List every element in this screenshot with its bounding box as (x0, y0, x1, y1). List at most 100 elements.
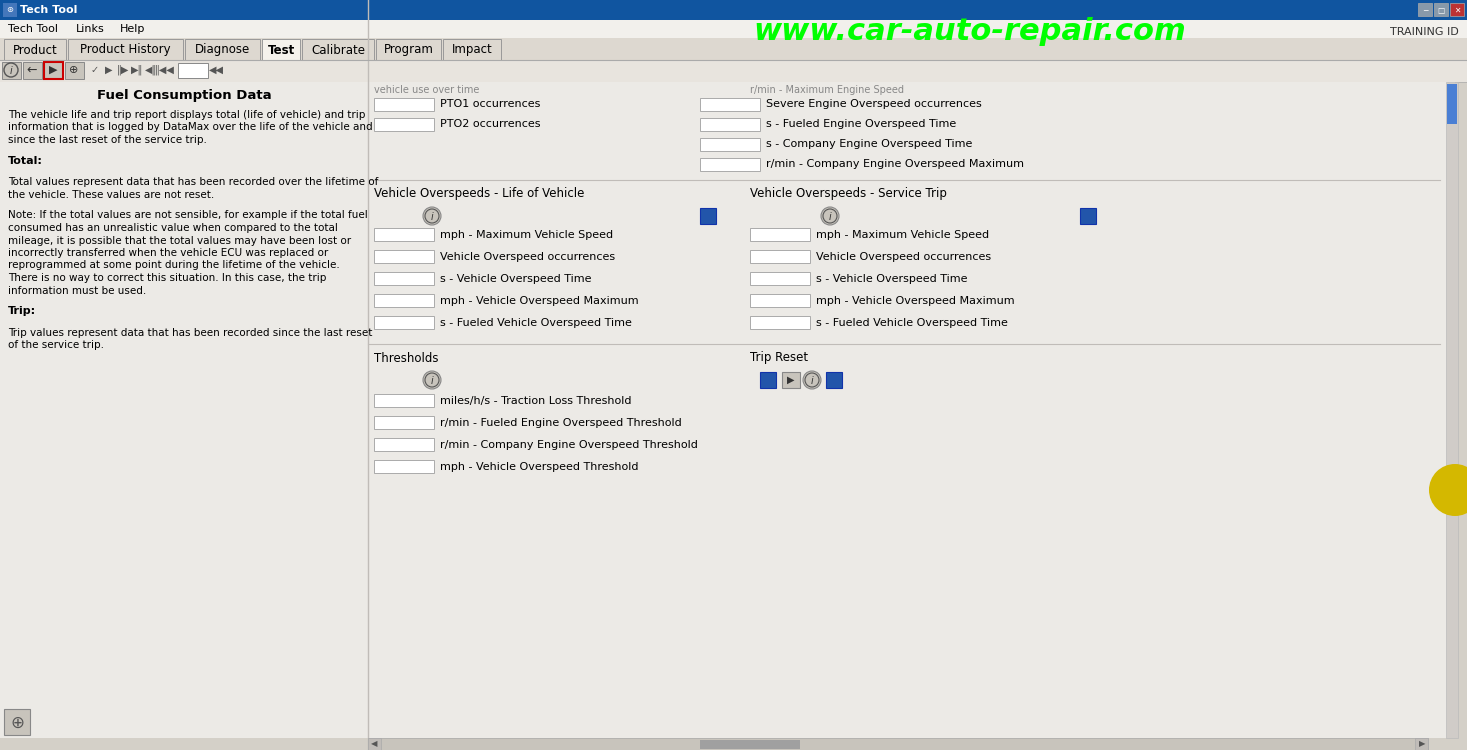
FancyBboxPatch shape (67, 39, 183, 60)
FancyBboxPatch shape (0, 82, 368, 738)
Circle shape (422, 207, 442, 225)
Text: ▶‖: ▶‖ (131, 64, 144, 75)
FancyBboxPatch shape (178, 63, 208, 78)
FancyBboxPatch shape (4, 39, 66, 60)
FancyBboxPatch shape (750, 250, 810, 263)
FancyBboxPatch shape (782, 372, 800, 388)
Circle shape (802, 371, 822, 389)
FancyBboxPatch shape (750, 272, 810, 285)
Text: mph - Maximum Vehicle Speed: mph - Maximum Vehicle Speed (440, 230, 613, 240)
FancyBboxPatch shape (44, 62, 63, 79)
FancyBboxPatch shape (185, 39, 260, 60)
Text: information must be used.: information must be used. (7, 286, 147, 296)
FancyBboxPatch shape (750, 294, 810, 307)
Text: incorrectly transferred when the vehicle ECU was replaced or: incorrectly transferred when the vehicle… (7, 248, 329, 258)
FancyBboxPatch shape (700, 740, 800, 749)
Text: Help: Help (120, 24, 145, 34)
Text: ▶: ▶ (106, 65, 113, 75)
Text: Severe Engine Overspeed occurrences: Severe Engine Overspeed occurrences (766, 99, 981, 109)
Text: ▶: ▶ (1419, 740, 1426, 748)
Text: i: i (10, 66, 12, 76)
Text: Trip Reset: Trip Reset (750, 352, 808, 364)
Circle shape (822, 207, 839, 225)
Text: Program: Program (383, 44, 433, 56)
FancyBboxPatch shape (1, 62, 21, 79)
FancyBboxPatch shape (374, 228, 434, 241)
Text: ▶: ▶ (48, 65, 57, 75)
Text: ◀: ◀ (371, 740, 377, 748)
FancyBboxPatch shape (374, 118, 434, 131)
Text: ‖◀◀: ‖◀◀ (156, 64, 175, 75)
Text: PTO1 occurrences: PTO1 occurrences (440, 99, 540, 109)
FancyBboxPatch shape (302, 39, 374, 60)
FancyBboxPatch shape (374, 438, 434, 451)
Text: Thresholds: Thresholds (374, 352, 439, 364)
Text: information that is logged by DataMax over the life of the vehicle and: information that is logged by DataMax ov… (7, 122, 373, 133)
Text: Vehicle Overspeeds - Life of Vehicle: Vehicle Overspeeds - Life of Vehicle (374, 188, 584, 200)
Text: ⊕: ⊕ (69, 65, 79, 75)
Text: the vehicle. These values are not reset.: the vehicle. These values are not reset. (7, 190, 214, 200)
Text: Vehicle Overspeed occurrences: Vehicle Overspeed occurrences (816, 252, 992, 262)
Text: i: i (811, 376, 813, 386)
Text: ⊛: ⊛ (6, 5, 13, 14)
FancyBboxPatch shape (374, 416, 434, 429)
Text: s - Fueled Vehicle Overspeed Time: s - Fueled Vehicle Overspeed Time (440, 318, 632, 328)
FancyBboxPatch shape (368, 82, 1444, 738)
FancyBboxPatch shape (374, 272, 434, 285)
Text: Tech Tool: Tech Tool (7, 24, 59, 34)
Text: Vehicle Overspeed occurrences: Vehicle Overspeed occurrences (440, 252, 615, 262)
FancyBboxPatch shape (1080, 208, 1096, 224)
FancyBboxPatch shape (376, 39, 442, 60)
FancyBboxPatch shape (1446, 82, 1458, 738)
Text: s - Company Engine Overspeed Time: s - Company Engine Overspeed Time (766, 139, 973, 149)
Text: r/min - Maximum Engine Speed: r/min - Maximum Engine Speed (750, 85, 904, 95)
FancyBboxPatch shape (374, 250, 434, 263)
Text: Note: If the total values are not sensible, for example if the total fuel: Note: If the total values are not sensib… (7, 211, 368, 220)
Text: Tech Tool: Tech Tool (21, 5, 78, 15)
FancyBboxPatch shape (700, 208, 716, 224)
Text: s - Fueled Engine Overspeed Time: s - Fueled Engine Overspeed Time (766, 119, 956, 129)
FancyBboxPatch shape (4, 709, 29, 735)
Text: ▶: ▶ (788, 375, 795, 385)
Text: ⊕: ⊕ (10, 714, 23, 732)
Text: vehicle use over time: vehicle use over time (374, 85, 480, 95)
Text: mph - Vehicle Overspeed Maximum: mph - Vehicle Overspeed Maximum (816, 296, 1015, 306)
Text: mileage, it is possible that the total values may have been lost or: mileage, it is possible that the total v… (7, 236, 351, 245)
FancyBboxPatch shape (0, 20, 1467, 38)
FancyBboxPatch shape (700, 118, 760, 131)
Text: Links: Links (76, 24, 104, 34)
Text: □: □ (1438, 5, 1445, 14)
FancyBboxPatch shape (374, 294, 434, 307)
FancyBboxPatch shape (374, 98, 434, 111)
Text: ✕: ✕ (1454, 5, 1460, 14)
FancyBboxPatch shape (0, 38, 1467, 60)
Text: s - Vehicle Overspeed Time: s - Vehicle Overspeed Time (440, 274, 591, 284)
FancyBboxPatch shape (374, 316, 434, 329)
Text: mph - Maximum Vehicle Speed: mph - Maximum Vehicle Speed (816, 230, 989, 240)
FancyBboxPatch shape (1446, 84, 1457, 124)
Text: Total values represent data that has been recorded over the lifetime of: Total values represent data that has bee… (7, 177, 378, 187)
FancyBboxPatch shape (700, 158, 760, 171)
Circle shape (422, 371, 442, 389)
Text: PTO2 occurrences: PTO2 occurrences (440, 119, 540, 129)
Text: Calibrate: Calibrate (311, 44, 365, 56)
FancyBboxPatch shape (65, 62, 84, 79)
Text: Trip values represent data that has been recorded since the last reset: Trip values represent data that has been… (7, 328, 373, 338)
Text: ‖▶: ‖▶ (117, 64, 129, 75)
Text: i: i (431, 376, 433, 386)
Text: miles/h/s - Traction Loss Threshold: miles/h/s - Traction Loss Threshold (440, 396, 631, 406)
FancyBboxPatch shape (700, 98, 760, 111)
Text: i: i (431, 212, 433, 222)
Text: Fuel Consumption Data: Fuel Consumption Data (97, 89, 271, 103)
Text: There is no way to correct this situation. In this case, the trip: There is no way to correct this situatio… (7, 273, 326, 283)
FancyBboxPatch shape (374, 460, 434, 473)
Text: The vehicle life and trip report displays total (life of vehicle) and trip: The vehicle life and trip report display… (7, 110, 365, 120)
FancyBboxPatch shape (23, 62, 43, 79)
Text: consumed has an unrealistic value when compared to the total: consumed has an unrealistic value when c… (7, 223, 337, 233)
Text: Product: Product (13, 44, 57, 56)
Text: r/min - Company Engine Overspeed Maximum: r/min - Company Engine Overspeed Maximum (766, 159, 1024, 169)
FancyBboxPatch shape (750, 228, 810, 241)
FancyBboxPatch shape (0, 82, 1455, 738)
Text: ◀‖: ◀‖ (145, 64, 157, 75)
Text: r/min - Fueled Engine Overspeed Threshold: r/min - Fueled Engine Overspeed Threshol… (440, 418, 682, 428)
